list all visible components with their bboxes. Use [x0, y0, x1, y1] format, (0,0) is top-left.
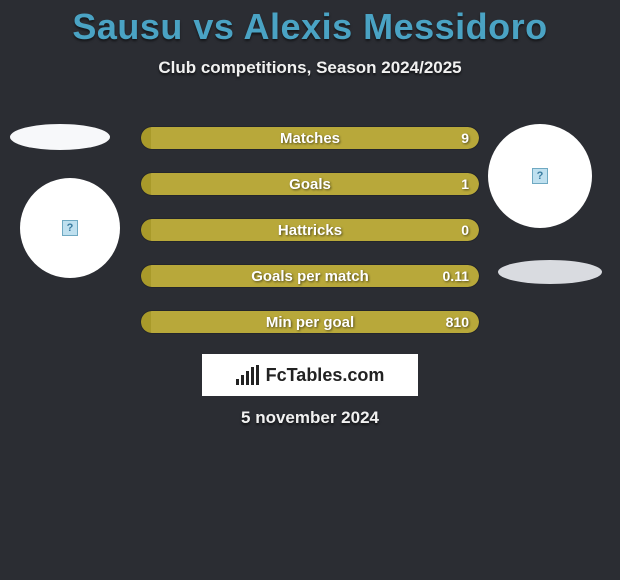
date-label: 5 november 2024 [0, 408, 620, 428]
right-bottom-ellipse [498, 260, 602, 284]
stat-bar-left [141, 311, 151, 333]
brand-box[interactable]: FcTables.com [202, 354, 418, 396]
left-top-ellipse [10, 124, 110, 150]
stat-bar-right [151, 265, 479, 287]
brand-label: FcTables.com [266, 365, 385, 386]
image-placeholder-icon: ? [532, 168, 548, 184]
left-player-avatar: ? [20, 178, 120, 278]
stat-bar-left [141, 173, 151, 195]
subtitle: Club competitions, Season 2024/2025 [0, 58, 620, 78]
stat-row: Goals per match0.11 [140, 264, 480, 288]
stat-bar-right [151, 311, 479, 333]
image-placeholder-icon: ? [62, 220, 78, 236]
stat-bar-left [141, 219, 151, 241]
stat-bar-left [141, 265, 151, 287]
stat-bar-left [141, 127, 151, 149]
stat-bar-right [151, 173, 479, 195]
stat-row: Hattricks0 [140, 218, 480, 242]
brand-bars-icon [236, 365, 260, 385]
stat-value-right: 1 [461, 176, 469, 192]
page-title: Sausu vs Alexis Messidoro [0, 0, 620, 48]
stat-bar-right [151, 127, 479, 149]
stat-row: Matches9 [140, 126, 480, 150]
stat-value-right: 810 [446, 314, 469, 330]
stat-row: Min per goal810 [140, 310, 480, 334]
stat-value-right: 0.11 [443, 268, 469, 284]
stat-value-right: 0 [461, 222, 469, 238]
right-player-avatar: ? [488, 124, 592, 228]
stat-row: Goals1 [140, 172, 480, 196]
stat-value-right: 9 [461, 130, 469, 146]
stats-container: Matches9 Goals1 Hattricks0 Goals per match0… [140, 126, 480, 356]
stat-bar-right [151, 219, 479, 241]
